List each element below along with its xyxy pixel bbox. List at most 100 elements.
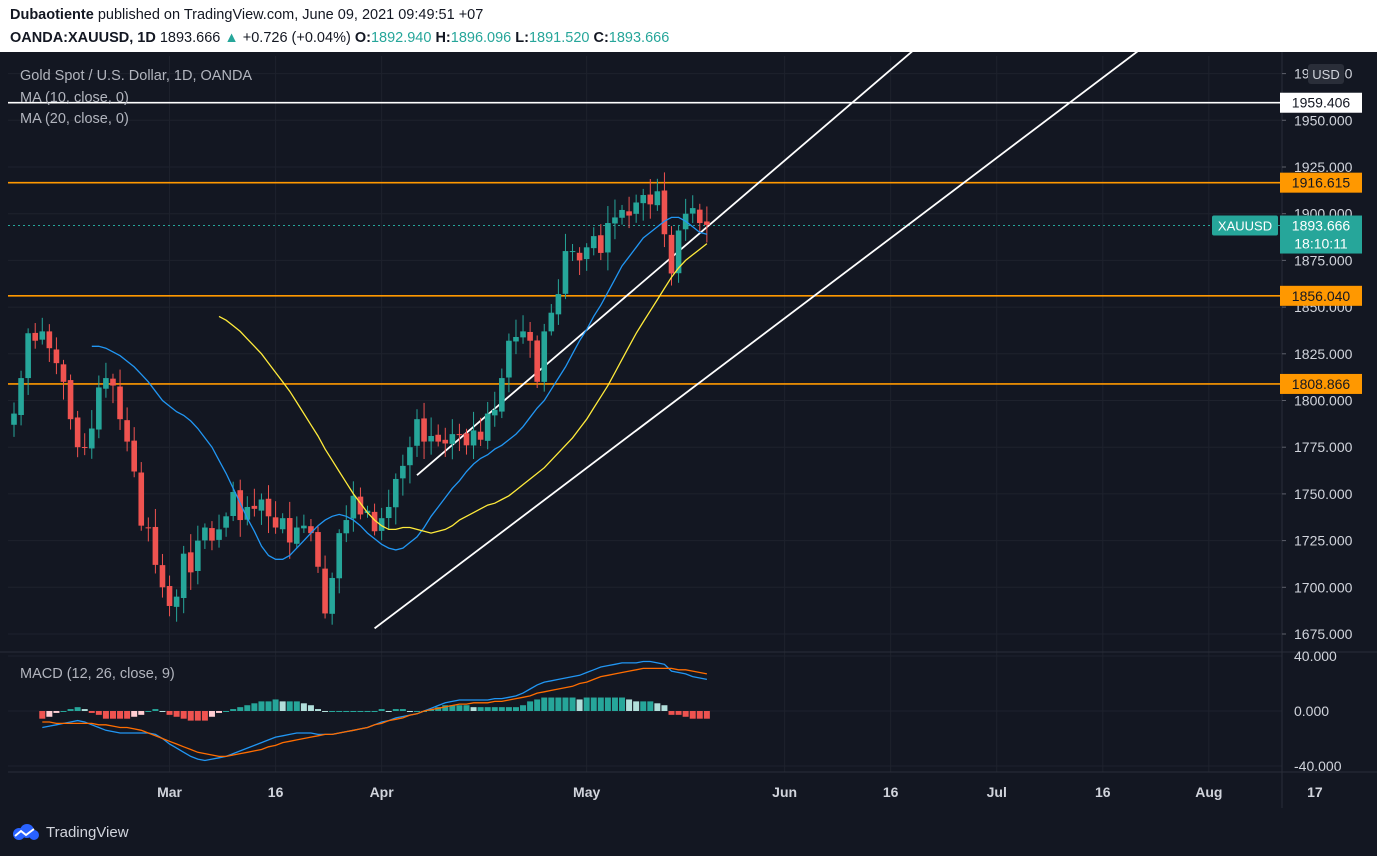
macd-histogram-bar: [251, 703, 258, 711]
candle-body: [590, 236, 597, 249]
time-tick-label: Apr: [370, 784, 395, 800]
macd-histogram-bar: [491, 707, 498, 711]
candle-body: [562, 251, 569, 294]
candle-body: [350, 495, 357, 519]
candle-body: [654, 191, 661, 206]
candle-body: [598, 235, 604, 253]
macd-histogram-bar: [562, 697, 569, 711]
candle-body: [633, 202, 639, 214]
level-label: 1808.866: [1292, 376, 1351, 392]
candle-body: [223, 516, 229, 528]
candle-body: [555, 294, 562, 315]
candle-body: [39, 331, 46, 340]
price-tick-label: 1750.000: [1294, 486, 1353, 502]
candle-body: [322, 568, 328, 614]
candle-body: [534, 340, 540, 382]
macd-histogram-bar: [647, 701, 654, 711]
candle-body: [371, 511, 378, 532]
macd-histogram-bar: [654, 703, 661, 711]
tradingview-logo[interactable]: TradingView: [10, 823, 129, 841]
macd-histogram-bar: [46, 711, 53, 717]
candle-body: [237, 490, 244, 521]
high-value: 1896.096: [450, 30, 512, 46]
candle-body: [173, 596, 180, 607]
macd-histogram-bar: [661, 705, 668, 711]
symbol-ohlc-line: OANDA:XAUUSD, 1D 1893.666 ▲ +0.726 (+0.0…: [10, 30, 669, 46]
candle-body: [640, 195, 647, 204]
close-value: 1893.666: [608, 30, 670, 46]
macd-histogram-bar: [406, 711, 413, 712]
macd-histogram-bar: [399, 709, 406, 711]
candle-body: [187, 552, 194, 573]
macd-histogram-bar: [357, 711, 364, 712]
level-label: 1916.615: [1292, 175, 1351, 191]
brand-name: TradingView: [46, 823, 129, 841]
candle-body: [67, 380, 74, 420]
footer: TradingView: [0, 808, 1377, 856]
ma20-line: [218, 243, 708, 534]
macd-histogram-bar: [484, 707, 491, 711]
symbol-badge-label: XAUUSD: [1218, 219, 1272, 234]
macd-histogram-bar: [74, 707, 81, 711]
candle-body: [46, 331, 53, 349]
macd-histogram-bar: [611, 697, 618, 711]
macd-histogram-bar: [272, 699, 279, 711]
candle-body: [265, 498, 272, 517]
macd-histogram-bar: [392, 709, 399, 711]
candle-body: [541, 331, 548, 382]
macd-histogram-bar: [498, 707, 505, 711]
macd-histogram-bar: [216, 711, 223, 713]
trend-channel: [374, 52, 1139, 630]
macd-histogram-bar: [364, 711, 371, 712]
macd-histogram-bar: [166, 711, 173, 715]
candle-body: [491, 409, 498, 416]
macd-histogram-bar: [173, 711, 180, 717]
macd-histogram-bar: [265, 701, 272, 711]
candle-body: [124, 420, 130, 442]
macd-histogram-bar: [60, 711, 67, 712]
macd-histogram-bar: [187, 711, 194, 721]
macd-histogram-bar: [703, 711, 710, 719]
macd-histogram-bar: [81, 709, 88, 711]
candle-body: [286, 518, 293, 543]
candle-body: [400, 465, 406, 479]
candle-body: [32, 332, 39, 341]
candle-body: [569, 251, 576, 253]
time-tick-label: 17: [1307, 784, 1323, 800]
candle-body: [357, 496, 364, 515]
price-tick-label: 1800.000: [1294, 393, 1353, 409]
macd-histogram-bar: [527, 701, 534, 711]
time-tick-label: Aug: [1195, 784, 1222, 800]
macd-histogram-bar: [109, 711, 116, 719]
macd-histogram-bar: [152, 709, 159, 711]
candle-body: [60, 364, 67, 382]
candle-body: [576, 252, 583, 261]
candle-body: [442, 439, 449, 444]
candle-body: [18, 378, 24, 416]
time-tick-label: Mar: [157, 784, 182, 800]
macd-histogram-bar: [590, 697, 597, 711]
price-tick-label: 1825.000: [1294, 346, 1353, 362]
macd-histogram-bar: [180, 711, 187, 719]
candle-body: [103, 378, 109, 389]
author-name[interactable]: Dubaotiente: [10, 7, 94, 23]
candle-body: [230, 492, 236, 516]
candle-body: [110, 378, 116, 386]
candle-body: [689, 208, 696, 214]
macd-histogram-bar: [39, 711, 46, 719]
current-price-bg: [1280, 215, 1362, 254]
currency-label: USD: [1312, 67, 1339, 82]
candle-body: [88, 428, 95, 449]
candle-body: [25, 333, 31, 379]
price-tick-label: 1675.000: [1294, 626, 1353, 642]
ma10-line: [91, 216, 708, 560]
macd-histogram-bar: [300, 703, 307, 711]
time-tick-label: 16: [268, 784, 284, 800]
level-label-bg: [1280, 373, 1362, 394]
chart-canvas[interactable]: 1675.000 1700.000 1725.000 1750.000 1775.000…: [0, 52, 1377, 808]
candle-body: [336, 533, 343, 579]
macd-histogram-bar: [470, 707, 477, 711]
candle-body: [166, 586, 173, 606]
macd-pane: [39, 660, 710, 762]
macd-histogram-bar: [583, 697, 590, 711]
